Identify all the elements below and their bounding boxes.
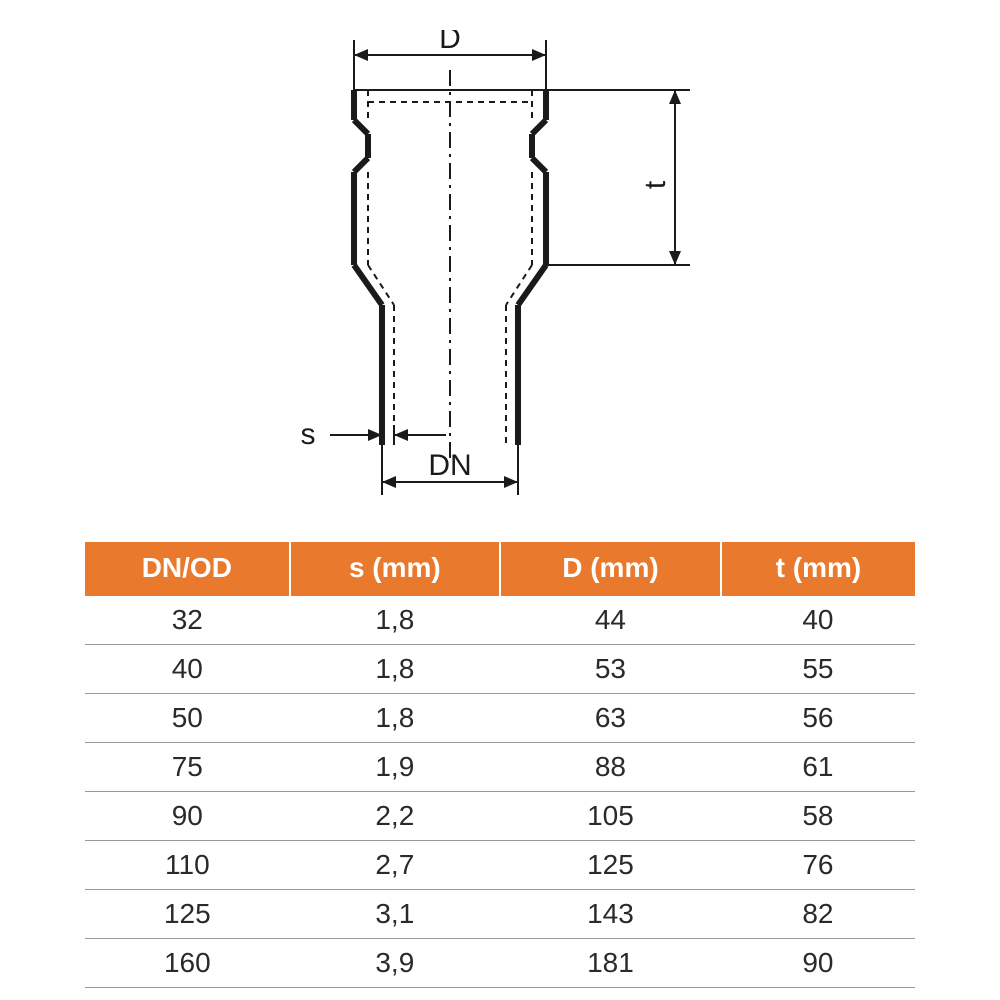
table-cell: 61 xyxy=(721,743,915,792)
label-s: s xyxy=(301,418,316,451)
table-row: 1253,114382 xyxy=(85,890,915,939)
table-cell: 3,9 xyxy=(290,939,500,988)
label-D: D xyxy=(439,30,461,55)
pipe-diagram: D xyxy=(170,30,830,510)
table-cell: 181 xyxy=(500,939,721,988)
table-row: 1603,918190 xyxy=(85,939,915,988)
table-cell: 2,7 xyxy=(290,841,500,890)
table-cell: 90 xyxy=(85,792,290,841)
table-cell: 125 xyxy=(85,890,290,939)
col-D: D (mm) xyxy=(500,542,721,596)
table-cell: 50 xyxy=(85,694,290,743)
col-t: t (mm) xyxy=(721,542,915,596)
table-cell: 40 xyxy=(721,596,915,645)
table-cell: 90 xyxy=(721,939,915,988)
table-row: 401,85355 xyxy=(85,645,915,694)
col-dn-od: DN/OD xyxy=(85,542,290,596)
table-row: 902,210558 xyxy=(85,792,915,841)
table-cell: 125 xyxy=(500,841,721,890)
table-cell: 76 xyxy=(721,841,915,890)
table-cell: 56 xyxy=(721,694,915,743)
table-cell: 160 xyxy=(85,939,290,988)
label-DN: DN xyxy=(428,449,471,482)
pipe-svg: D xyxy=(170,30,830,510)
table-cell: 143 xyxy=(500,890,721,939)
table-cell: 1,9 xyxy=(290,743,500,792)
table-cell: 58 xyxy=(721,792,915,841)
table-cell: 82 xyxy=(721,890,915,939)
table-row: 501,86356 xyxy=(85,694,915,743)
table-header-row: DN/OD s (mm) D (mm) t (mm) xyxy=(85,542,915,596)
table-cell: 44 xyxy=(500,596,721,645)
table-cell: 40 xyxy=(85,645,290,694)
table-cell: 1,8 xyxy=(290,694,500,743)
table-cell: 1,8 xyxy=(290,645,500,694)
table-row: 751,98861 xyxy=(85,743,915,792)
dimensions-table: DN/OD s (mm) D (mm) t (mm) 321,84440401,… xyxy=(85,542,915,988)
table-cell: 88 xyxy=(500,743,721,792)
table-cell: 55 xyxy=(721,645,915,694)
col-s: s (mm) xyxy=(290,542,500,596)
table-cell: 75 xyxy=(85,743,290,792)
table-cell: 32 xyxy=(85,596,290,645)
table-cell: 3,1 xyxy=(290,890,500,939)
table-cell: 105 xyxy=(500,792,721,841)
table-cell: 110 xyxy=(85,841,290,890)
table-cell: 2,2 xyxy=(290,792,500,841)
table-cell: 53 xyxy=(500,645,721,694)
table-cell: 1,8 xyxy=(290,596,500,645)
table-cell: 63 xyxy=(500,694,721,743)
table-row: 321,84440 xyxy=(85,596,915,645)
label-t: t xyxy=(639,180,672,189)
table-row: 1102,712576 xyxy=(85,841,915,890)
